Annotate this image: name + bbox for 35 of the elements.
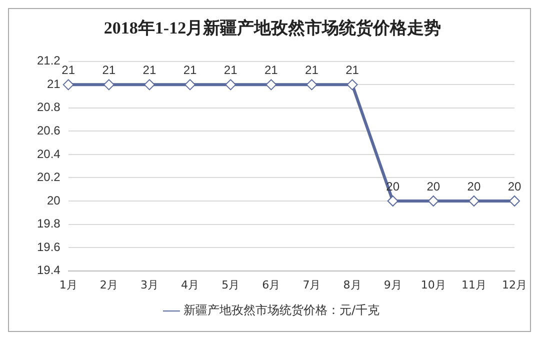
data-label: 21 — [224, 62, 238, 77]
x-tick-label: 11月 — [461, 278, 486, 292]
data-label: 21 — [62, 62, 76, 77]
y-tick-label: 20.4 — [36, 146, 61, 161]
y-tick-label: 20.2 — [36, 170, 61, 184]
data-label: 21 — [264, 62, 278, 77]
x-tick-label: 1月 — [59, 278, 78, 292]
x-tick-label: 10月 — [420, 278, 446, 292]
x-tick-label: 2月 — [100, 278, 118, 292]
y-tick-label: 19.6 — [36, 240, 61, 254]
legend-label: 新疆产地孜然市场统货价格：元/千克 — [183, 303, 380, 318]
y-tick-label: 21 — [46, 76, 61, 91]
x-tick-label: 7月 — [302, 278, 321, 292]
y-tick-label: 19.4 — [36, 263, 61, 278]
data-label: 20 — [467, 179, 481, 194]
x-tick-label: 4月 — [181, 278, 200, 292]
x-tick-label: 8月 — [343, 278, 362, 292]
data-label: 20 — [508, 179, 522, 194]
x-tick-label: 3月 — [140, 278, 158, 292]
data-label: 20 — [426, 179, 440, 194]
y-tick-label: 20.6 — [36, 124, 61, 138]
y-tick-label: 21.2 — [36, 54, 61, 68]
x-tick-label: 9月 — [384, 278, 402, 292]
data-label: 21 — [183, 62, 198, 77]
x-tick-label: 12月 — [502, 278, 527, 292]
y-tick-label: 20 — [46, 193, 61, 208]
data-label: 21 — [305, 62, 319, 77]
y-tick-label: 20.8 — [36, 100, 61, 114]
data-label: 21 — [102, 62, 116, 77]
data-label: 21 — [346, 62, 360, 77]
x-tick-label: 5月 — [222, 278, 240, 292]
x-tick-label: 6月 — [262, 278, 280, 292]
chart-title: 2018年1-12月新疆产地孜然市场统货价格走势 — [104, 18, 442, 38]
data-label: 21 — [142, 62, 156, 77]
y-tick-label: 19.8 — [36, 216, 61, 231]
